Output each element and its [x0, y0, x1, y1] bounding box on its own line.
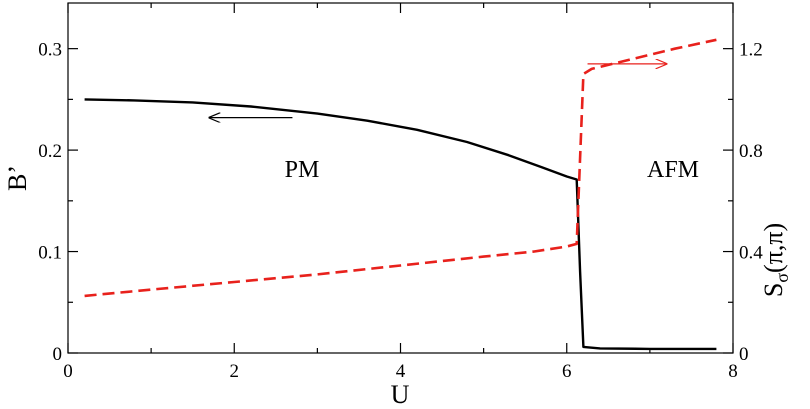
- y-right-tick-label: 0.4: [739, 243, 763, 264]
- y-left-tick-label: 0.3: [38, 40, 62, 61]
- y-left-tick-label: 0.2: [38, 141, 62, 162]
- y-right-tick-label: 1.2: [739, 40, 763, 61]
- series-layer: [84, 38, 717, 351]
- y-axis-title-right-sub: σ: [772, 273, 792, 283]
- y-left-tick-label: 0: [53, 344, 63, 365]
- y-axis-title-left: B’: [3, 165, 32, 191]
- x-tick-label: 8: [728, 361, 738, 382]
- y-left-tick-label: 0.1: [38, 243, 62, 264]
- x-tick-label: 6: [562, 361, 572, 382]
- y-axis-title-right-base: S: [759, 283, 788, 297]
- y-axis-title-right: Sσ(π,π): [759, 223, 792, 297]
- region-label-pm: PM: [285, 157, 320, 183]
- x-tick-label: 4: [396, 361, 406, 382]
- x-tick-label: 0: [63, 361, 73, 382]
- y-right-tick-label: 0.8: [739, 141, 763, 162]
- region-label-afm: AFM: [647, 157, 699, 183]
- series-line-structure-factor: [84, 38, 717, 298]
- y-axis-title-right-rest: (π,π): [759, 223, 788, 273]
- plot-frame: [67, 2, 734, 354]
- series-line-b-prime: [84, 98, 717, 351]
- x-axis-title: U: [391, 380, 410, 409]
- arrows-layer: [209, 64, 666, 118]
- x-tick-label: 2: [230, 361, 240, 382]
- y-right-tick-label: 0: [739, 344, 749, 365]
- ticks-layer: 0 2 4 6 800.10.20.300.40.81.2: [38, 3, 763, 382]
